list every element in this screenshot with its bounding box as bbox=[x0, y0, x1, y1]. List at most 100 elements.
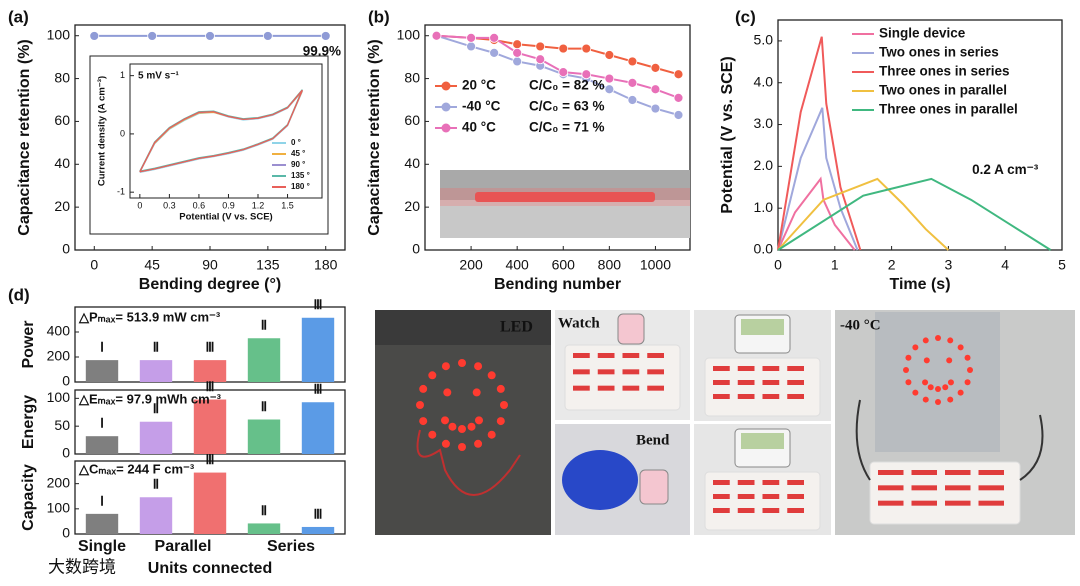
y-tick-label: 400 bbox=[47, 323, 71, 339]
marker bbox=[431, 30, 442, 41]
led bbox=[935, 399, 941, 405]
legend-label: Single device bbox=[879, 26, 966, 41]
category-label: Single bbox=[78, 538, 126, 555]
led bbox=[500, 401, 508, 409]
electrode bbox=[762, 480, 780, 485]
series-line bbox=[777, 177, 1052, 251]
watch bbox=[639, 469, 669, 505]
x-tick-label: 0 bbox=[774, 257, 782, 273]
y-tick-label: 20 bbox=[54, 198, 70, 214]
legend-ratio: C/C₀ = 82 % bbox=[529, 78, 605, 93]
bar-label: Ⅲ bbox=[206, 379, 215, 394]
electrode bbox=[737, 480, 755, 485]
legend-label: Two ones in series bbox=[879, 45, 999, 60]
y-tick-label: 100 bbox=[47, 389, 71, 405]
y-tick-label: 200 bbox=[47, 348, 71, 364]
marker bbox=[673, 110, 684, 120]
plot-frame bbox=[777, 19, 1063, 251]
led bbox=[905, 379, 912, 386]
electrode bbox=[597, 385, 615, 391]
legend-label: 0 ° bbox=[291, 138, 301, 147]
led bbox=[957, 344, 964, 351]
electrode bbox=[762, 494, 780, 499]
electrode bbox=[945, 470, 971, 475]
led bbox=[935, 335, 941, 341]
legend-label: 20 °C bbox=[462, 78, 496, 93]
plot-frame bbox=[129, 63, 323, 199]
wire bbox=[855, 399, 1044, 481]
led bbox=[428, 430, 437, 439]
led bbox=[487, 371, 496, 380]
y-tick-label: 100 bbox=[47, 26, 71, 42]
electrode bbox=[597, 369, 615, 375]
panel-label: (b) bbox=[368, 7, 390, 26]
timer-screen bbox=[741, 433, 784, 449]
electrode bbox=[978, 470, 1004, 475]
y-tick-label: 1.0 bbox=[754, 199, 774, 215]
y-tick-label: 0.0 bbox=[754, 241, 774, 257]
y-tick-label: 0 bbox=[62, 525, 70, 541]
y-tick-label: 0 bbox=[412, 241, 420, 257]
led bbox=[947, 396, 954, 403]
legend-label: 40 °C bbox=[462, 120, 496, 135]
marker bbox=[512, 47, 523, 58]
y-tick-label: 200 bbox=[47, 474, 71, 490]
y-axis-label: Capacity bbox=[20, 464, 37, 531]
marker bbox=[147, 31, 158, 41]
led bbox=[903, 367, 909, 373]
led bbox=[964, 354, 971, 361]
marker bbox=[320, 31, 331, 41]
led bbox=[496, 417, 505, 426]
electrode bbox=[713, 380, 730, 385]
bar bbox=[85, 436, 119, 454]
y-tick-label: 40 bbox=[54, 155, 70, 171]
annotation: △Cₘₐₓ= 244 F cm⁻³ bbox=[78, 461, 195, 476]
bar bbox=[193, 399, 227, 454]
led bbox=[467, 422, 476, 431]
electrode bbox=[911, 500, 937, 506]
annotation: 0.2 A cm⁻³ bbox=[972, 162, 1039, 177]
electrode bbox=[737, 494, 755, 499]
led bbox=[428, 371, 437, 380]
y-tick-label: 1 bbox=[120, 70, 125, 80]
x-tick-label: 2 bbox=[888, 257, 896, 273]
bar-label: Ⅱ bbox=[261, 399, 267, 414]
x-tick-label: 1.5 bbox=[281, 200, 294, 210]
bar-label: Ⅱ bbox=[153, 340, 159, 355]
y-tick-label: 2.0 bbox=[754, 157, 774, 173]
electrode bbox=[713, 366, 730, 371]
legend-label: 90 ° bbox=[291, 160, 305, 169]
y-tick-label: 0 bbox=[62, 241, 70, 257]
marker bbox=[650, 103, 661, 114]
x-tick-label: 0 bbox=[137, 200, 142, 210]
led bbox=[923, 357, 930, 364]
led bbox=[419, 417, 428, 426]
legend-label: Three ones in parallel bbox=[879, 102, 1018, 117]
marker bbox=[581, 69, 592, 80]
y-tick-label: 20 bbox=[404, 198, 420, 214]
bar bbox=[139, 360, 173, 382]
x-tick-label: 1 bbox=[831, 257, 839, 273]
electrode bbox=[737, 394, 755, 399]
marker bbox=[650, 62, 661, 73]
y-axis-label: Power bbox=[20, 320, 37, 368]
bar bbox=[193, 360, 227, 382]
legend-marker bbox=[441, 123, 451, 133]
electrode bbox=[787, 480, 804, 485]
marker bbox=[535, 41, 546, 52]
x-tick-label: 400 bbox=[505, 257, 529, 273]
electrode bbox=[762, 508, 780, 513]
y-tick-label: 60 bbox=[54, 112, 70, 128]
led bbox=[448, 422, 457, 431]
electrode bbox=[597, 353, 615, 358]
marker bbox=[535, 54, 546, 65]
led bbox=[474, 362, 483, 371]
marker bbox=[489, 47, 500, 58]
bar-label: Ⅱ bbox=[261, 503, 267, 518]
led bbox=[441, 362, 450, 371]
x-axis-label: Potential (V vs. SCE) bbox=[179, 212, 272, 223]
y-axis-label: Capacitance retention (%) bbox=[366, 39, 383, 235]
y-tick-label: -1 bbox=[117, 187, 125, 197]
legend-label: 135 ° bbox=[291, 171, 310, 180]
fabric bbox=[704, 357, 821, 417]
